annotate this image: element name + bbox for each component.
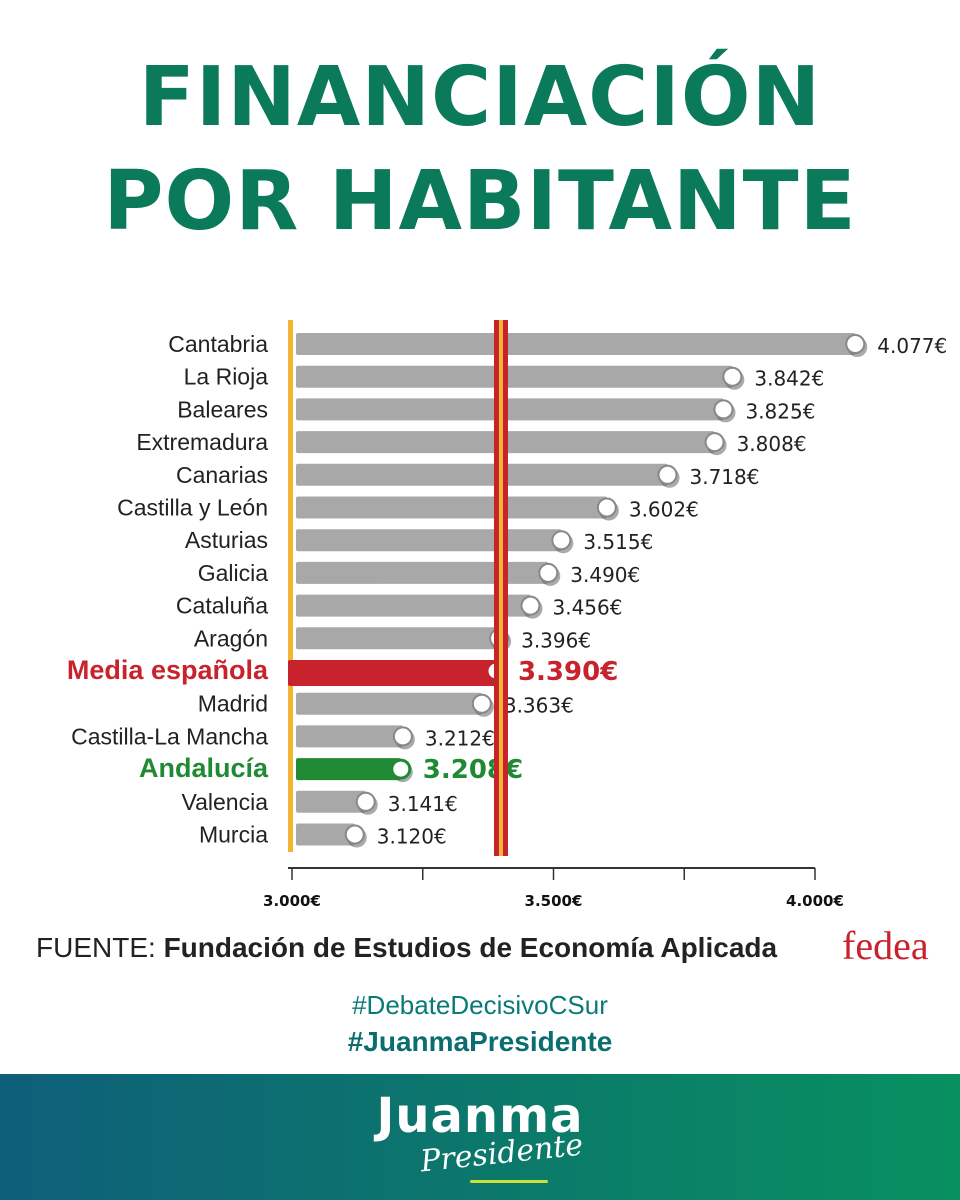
x-tick-label-4000: 4.000€: [786, 892, 844, 910]
bar-aragon: [296, 627, 500, 650]
value-label-castilla-y-leon: 3.602€: [629, 498, 699, 522]
category-label-asturias: Asturias: [185, 527, 268, 553]
marker-asturias: [551, 530, 572, 551]
x-tick-label-3000: 3.000€: [263, 892, 321, 910]
category-label-andalucia: Andalucía: [139, 753, 269, 783]
axis-baseline: [288, 320, 293, 852]
value-label-castilla-la-mancha: 3.212€: [425, 726, 495, 750]
category-label-baleares: Baleares: [177, 396, 268, 422]
marker-andalucia: [390, 758, 412, 780]
category-label-galicia: Galicia: [198, 560, 269, 586]
brand-underline: [470, 1180, 548, 1183]
value-label-canarias: 3.718€: [690, 465, 760, 489]
marker-cantabria: [845, 334, 866, 354]
category-label-valencia: Valencia: [181, 789, 268, 815]
value-label-andalucia: 3.208€: [423, 755, 523, 785]
value-label-asturias: 3.515€: [583, 530, 653, 554]
marker-extremadura: [704, 432, 725, 453]
marker-murcia: [344, 824, 365, 845]
value-label-galicia: 3.490€: [570, 563, 640, 587]
bar-castilla-la-mancha: [296, 725, 403, 748]
marker-cataluna: [520, 595, 541, 616]
marker-canarias: [657, 464, 678, 485]
category-label-murcia: Murcia: [199, 822, 268, 848]
category-label-aragon: Aragón: [194, 625, 268, 651]
brand-logo: Juanma: [376, 1088, 584, 1144]
title-line-2: POR HABITANTE: [103, 154, 857, 249]
x-tick-label-3500: 3.500€: [525, 892, 583, 910]
bar-baleares: [296, 398, 724, 421]
bar-asturias: [296, 529, 562, 552]
bar-murcia: [296, 823, 355, 846]
hashtag-juanma[interactable]: #JuanmaPresidente: [347, 1026, 613, 1057]
source-line: FUENTE: Fundación de Estudios de Economí…: [36, 932, 777, 964]
bar-andalucia: [296, 758, 401, 781]
category-label-cantabria: Cantabria: [168, 331, 268, 357]
category-label-extremadura: Extremadura: [136, 429, 268, 455]
bar-madrid: [296, 692, 482, 715]
category-label-media-espanola: Media española: [67, 655, 269, 685]
bar-galicia: [296, 561, 549, 584]
bar-cantabria: [296, 333, 856, 355]
marker-castilla-y-leon: [596, 497, 617, 518]
bar-la-rioja: [296, 365, 733, 388]
value-label-aragon: 3.396€: [521, 628, 591, 652]
value-label-media-espanola: 3.390€: [518, 657, 618, 687]
category-label-cataluna: Cataluña: [176, 593, 268, 619]
marker-madrid: [471, 693, 492, 714]
bar-castilla-y-leon: [296, 496, 607, 519]
bar-media-espanola: [288, 660, 496, 686]
value-label-cantabria: 4.077€: [877, 334, 947, 358]
category-label-madrid: Madrid: [198, 691, 268, 717]
value-label-extremadura: 3.808€: [737, 432, 807, 456]
bar-cataluna: [296, 594, 531, 617]
category-label-castilla-la-mancha: Castilla-La Mancha: [71, 723, 268, 749]
footer-banner: Juanma Presidente: [0, 1074, 960, 1200]
marker-castilla-la-mancha: [392, 726, 413, 747]
bar-chart: Cantabria 4.077€ La Rioja 3.842€ Baleares 3.8…: [67, 320, 947, 910]
value-label-valencia: 3.141€: [388, 792, 458, 816]
bar-valencia: [296, 790, 366, 813]
source-name: Fundación de Estudios de Economía Aplica…: [163, 932, 778, 963]
value-label-murcia: 3.120€: [377, 825, 447, 849]
marker-la-rioja: [722, 366, 743, 387]
marker-valencia: [355, 791, 376, 812]
value-label-baleares: 3.825€: [745, 399, 815, 423]
category-label-canarias: Canarias: [176, 462, 268, 488]
hashtag-debate[interactable]: #DebateDecisivoCSur: [352, 990, 608, 1020]
marker-baleares: [713, 399, 734, 420]
bar-canarias: [296, 463, 668, 486]
value-label-la-rioja: 3.842€: [754, 367, 824, 391]
fedea-logo: fedea: [842, 923, 929, 968]
category-label-castilla-y-leon: Castilla y León: [117, 495, 268, 521]
value-label-madrid: 3.363€: [504, 694, 574, 718]
reference-line-stripe: [498, 320, 503, 856]
value-label-cataluna: 3.456€: [552, 596, 622, 620]
title-line-1: FINANCIACIÓN: [138, 50, 822, 145]
source-prefix: FUENTE:: [36, 932, 156, 963]
marker-galicia: [538, 562, 559, 583]
category-label-la-rioja: La Rioja: [184, 364, 269, 390]
